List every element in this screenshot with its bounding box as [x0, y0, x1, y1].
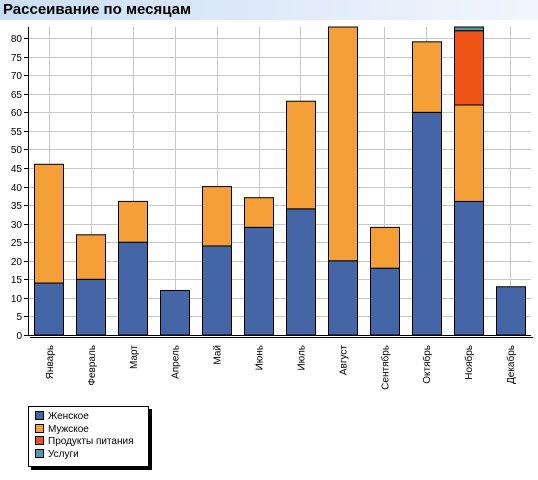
- bar-segment: [244, 197, 274, 228]
- bar-segment: [286, 208, 316, 336]
- y-tick-label: 70: [11, 71, 23, 82]
- bar-segment: [202, 186, 232, 247]
- x-tick-label: Июнь: [255, 345, 266, 370]
- bar-segment: [76, 278, 106, 336]
- bar-segment: [454, 26, 484, 32]
- x-tick-label: Март: [129, 345, 140, 369]
- bar-segment: [454, 30, 484, 106]
- legend-item: Женское: [35, 411, 89, 423]
- y-tick-label: 35: [11, 201, 23, 212]
- x-tick-label: Февраль: [87, 345, 98, 386]
- plot-area: [28, 27, 531, 335]
- stacked-bar-chart: 0 5 10 15 20 25 30 35 40 45 50 55 60 65 70 75 80 Январь Фе…: [11, 26, 533, 390]
- x-tick-label: Ноябрь: [463, 345, 475, 380]
- bar-segment: [34, 163, 64, 284]
- bar-segment: [160, 289, 190, 336]
- bar-segment: [244, 226, 274, 336]
- bar-segment: [496, 286, 526, 336]
- x-tick-label: Август: [338, 345, 349, 376]
- legend-item: Продукты питания: [35, 436, 134, 448]
- legend-item: Услуги: [35, 448, 79, 461]
- y-tick-label: 65: [11, 90, 23, 101]
- bar-segment: [454, 200, 484, 336]
- bar-segment: [370, 226, 400, 269]
- y-tick-label: 20: [11, 257, 23, 268]
- legend-label: Услуги: [48, 448, 79, 460]
- x-tick-label: Апрель: [171, 345, 182, 379]
- bar-segment: [454, 104, 484, 202]
- y-tick-label: 25: [11, 238, 23, 249]
- legend-label: Женское: [48, 411, 89, 422]
- chart-title: Рассеивание по месяцам: [3, 1, 192, 18]
- bar-segment: [412, 111, 442, 336]
- bar-segment: [328, 26, 358, 262]
- y-tick-label: 45: [11, 164, 23, 175]
- bar-segment: [202, 245, 232, 336]
- legend-swatch: [35, 411, 44, 420]
- legend-label: Продукты питания: [48, 436, 134, 447]
- x-tick-label: Июль: [296, 345, 307, 371]
- y-tick-label: 75: [11, 53, 23, 64]
- bar-segment: [286, 100, 316, 210]
- x-tick-label: Январь: [45, 345, 56, 379]
- legend: Женское Мужское Продукты питания Услуги: [28, 406, 149, 467]
- legend-label: Мужское: [48, 423, 89, 435]
- title-bar: Рассеивание по месяцам: [0, 0, 538, 20]
- x-tick-label: Май: [213, 345, 224, 365]
- y-tick-label: 50: [11, 145, 23, 156]
- legend-item: Мужское: [35, 423, 89, 436]
- x-tick-label: Октябрь: [421, 345, 433, 384]
- y-tick-label: 55: [11, 127, 23, 138]
- bar-segment: [76, 234, 106, 280]
- bar-segment: [328, 260, 358, 336]
- y-tick-label: 5: [16, 312, 22, 323]
- bar-segment: [370, 267, 400, 336]
- y-tick-label: 40: [11, 183, 23, 194]
- y-tick-label: 80: [11, 34, 23, 45]
- x-tick-label: Декабрь: [505, 345, 517, 384]
- bar-segment: [118, 200, 148, 243]
- bar-segment: [118, 241, 148, 336]
- y-tick-label: 10: [11, 294, 23, 305]
- bar-segment: [412, 41, 442, 113]
- legend-swatch: [35, 448, 44, 458]
- x-tick-label: Сентябрь: [379, 345, 391, 390]
- y-tick-label: 60: [11, 108, 23, 119]
- bar-segment: [34, 282, 64, 336]
- y-tick-label: 30: [11, 220, 23, 231]
- y-tick-label: 15: [11, 275, 23, 286]
- legend-swatch: [35, 423, 44, 433]
- legend-swatch: [35, 436, 44, 445]
- y-tick-label: 0: [16, 331, 22, 342]
